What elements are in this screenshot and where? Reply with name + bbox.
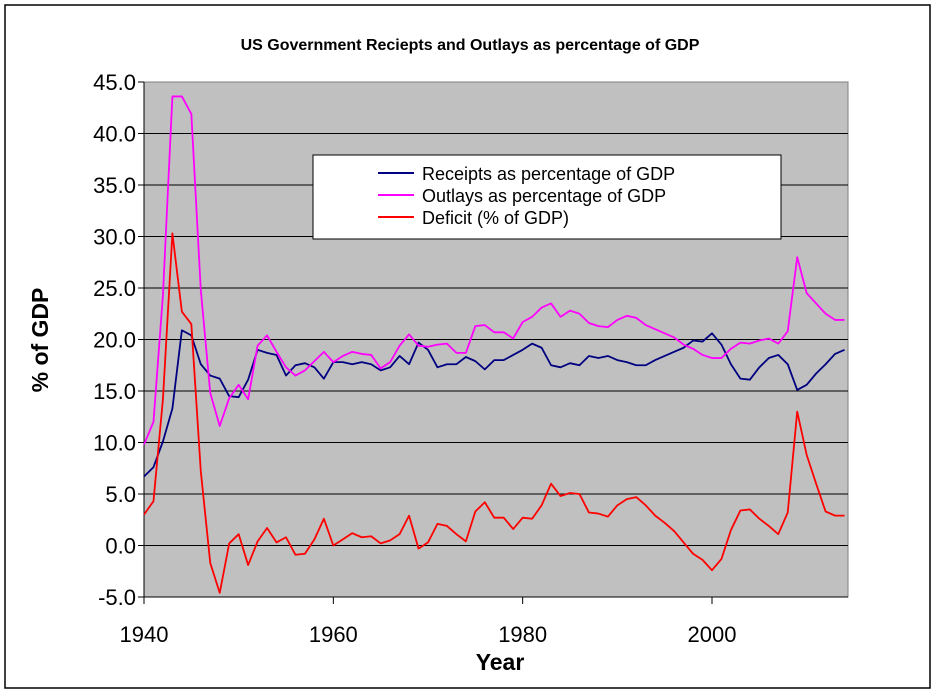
y-tick-label: 40.0 (93, 122, 136, 147)
y-tick-label: 15.0 (93, 379, 136, 404)
legend-label: Receipts as percentage of GDP (422, 164, 675, 184)
y-tick-label: 45.0 (93, 70, 136, 95)
y-tick-label: 30.0 (93, 225, 136, 250)
y-axis-label: % of GDP (27, 288, 53, 393)
x-tick-label: 1940 (120, 622, 169, 647)
legend-label: Deficit (% of GDP) (422, 208, 569, 228)
y-tick-label: -5.0 (98, 585, 136, 610)
x-axis-label: Year (476, 649, 525, 675)
series-line-0 (143, 329, 845, 478)
y-tick-label: 20.0 (93, 328, 136, 353)
x-tick-label: 1960 (309, 622, 358, 647)
chart-title: US Government Reciepts and Outlays as pe… (241, 37, 700, 54)
legend-label: Outlays as percentage of GDP (422, 186, 666, 206)
y-tick-label: 0.0 (105, 534, 136, 559)
y-tick-label: 25.0 (93, 276, 136, 301)
series-line-2 (143, 232, 845, 594)
y-tick-label: 35.0 (93, 173, 136, 198)
y-tick-label: 10.0 (93, 431, 136, 456)
y-tick-label: 5.0 (105, 482, 136, 507)
legend-box (312, 154, 782, 240)
series-line-1 (143, 95, 845, 445)
x-tick-label: 2000 (688, 622, 737, 647)
x-tick-label: 1980 (498, 622, 547, 647)
